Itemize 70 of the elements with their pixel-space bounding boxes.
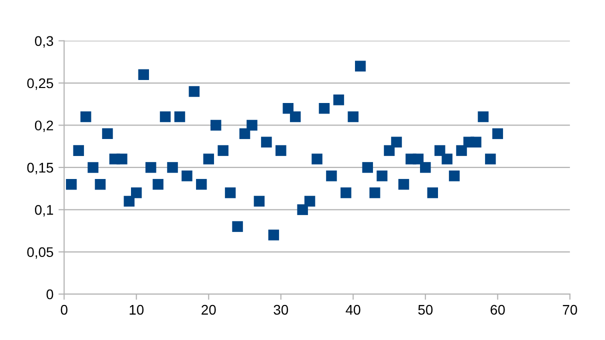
x-tick-label: 50 <box>418 304 433 315</box>
point <box>369 187 380 198</box>
point <box>66 178 77 190</box>
point <box>160 111 171 122</box>
y-tick-label: 0,15 <box>27 162 54 174</box>
point <box>268 230 280 240</box>
point <box>312 154 322 164</box>
point <box>88 162 98 173</box>
y-tick-label: 0 <box>46 289 54 300</box>
point <box>218 145 228 156</box>
point <box>326 170 337 182</box>
point <box>188 86 200 97</box>
y-tick-label: 0,25 <box>27 78 54 90</box>
y-tick-label: 0,2 <box>34 120 54 132</box>
point <box>456 145 467 156</box>
point <box>203 154 214 164</box>
x-tick-label: 60 <box>490 304 505 315</box>
point <box>94 178 106 190</box>
point <box>254 196 265 207</box>
y-tick-label: 0,05 <box>27 247 54 259</box>
point <box>478 111 489 122</box>
point <box>167 162 178 173</box>
point <box>362 162 373 173</box>
point <box>470 136 482 148</box>
point <box>420 162 431 173</box>
x-tick-label: 30 <box>274 304 288 315</box>
point <box>391 136 402 148</box>
point <box>182 170 192 182</box>
point <box>152 178 164 190</box>
point <box>427 187 438 198</box>
x-tick-label: 10 <box>130 304 144 315</box>
x-tick-label: 40 <box>346 304 360 315</box>
x-tick-label: 20 <box>202 304 216 315</box>
point <box>290 111 301 122</box>
point <box>340 187 352 198</box>
point <box>261 136 272 148</box>
point <box>398 178 410 190</box>
point <box>333 94 344 106</box>
point <box>102 128 113 140</box>
point <box>196 178 207 190</box>
point <box>276 145 286 156</box>
point <box>174 111 186 122</box>
point <box>412 154 424 164</box>
point <box>73 145 84 156</box>
point <box>348 111 359 122</box>
point <box>282 102 294 114</box>
point <box>224 187 236 198</box>
point <box>318 102 330 114</box>
x-tick-label: 0 <box>60 304 68 315</box>
point <box>246 120 258 131</box>
point <box>485 154 496 164</box>
point <box>384 145 395 156</box>
x-tick-label: 70 <box>562 304 578 315</box>
point <box>304 196 316 207</box>
point <box>138 69 149 80</box>
point <box>145 162 156 173</box>
point <box>448 170 460 182</box>
point <box>376 170 388 182</box>
point <box>492 128 504 140</box>
point <box>131 187 142 198</box>
point <box>434 145 446 156</box>
point <box>232 221 243 232</box>
point <box>442 154 452 164</box>
point <box>80 111 92 122</box>
point <box>354 60 366 72</box>
point <box>297 204 308 216</box>
y-tick-label: 0,3 <box>34 36 54 48</box>
point <box>116 154 128 164</box>
point <box>210 120 222 131</box>
y-tick-label: 0,1 <box>34 205 54 216</box>
